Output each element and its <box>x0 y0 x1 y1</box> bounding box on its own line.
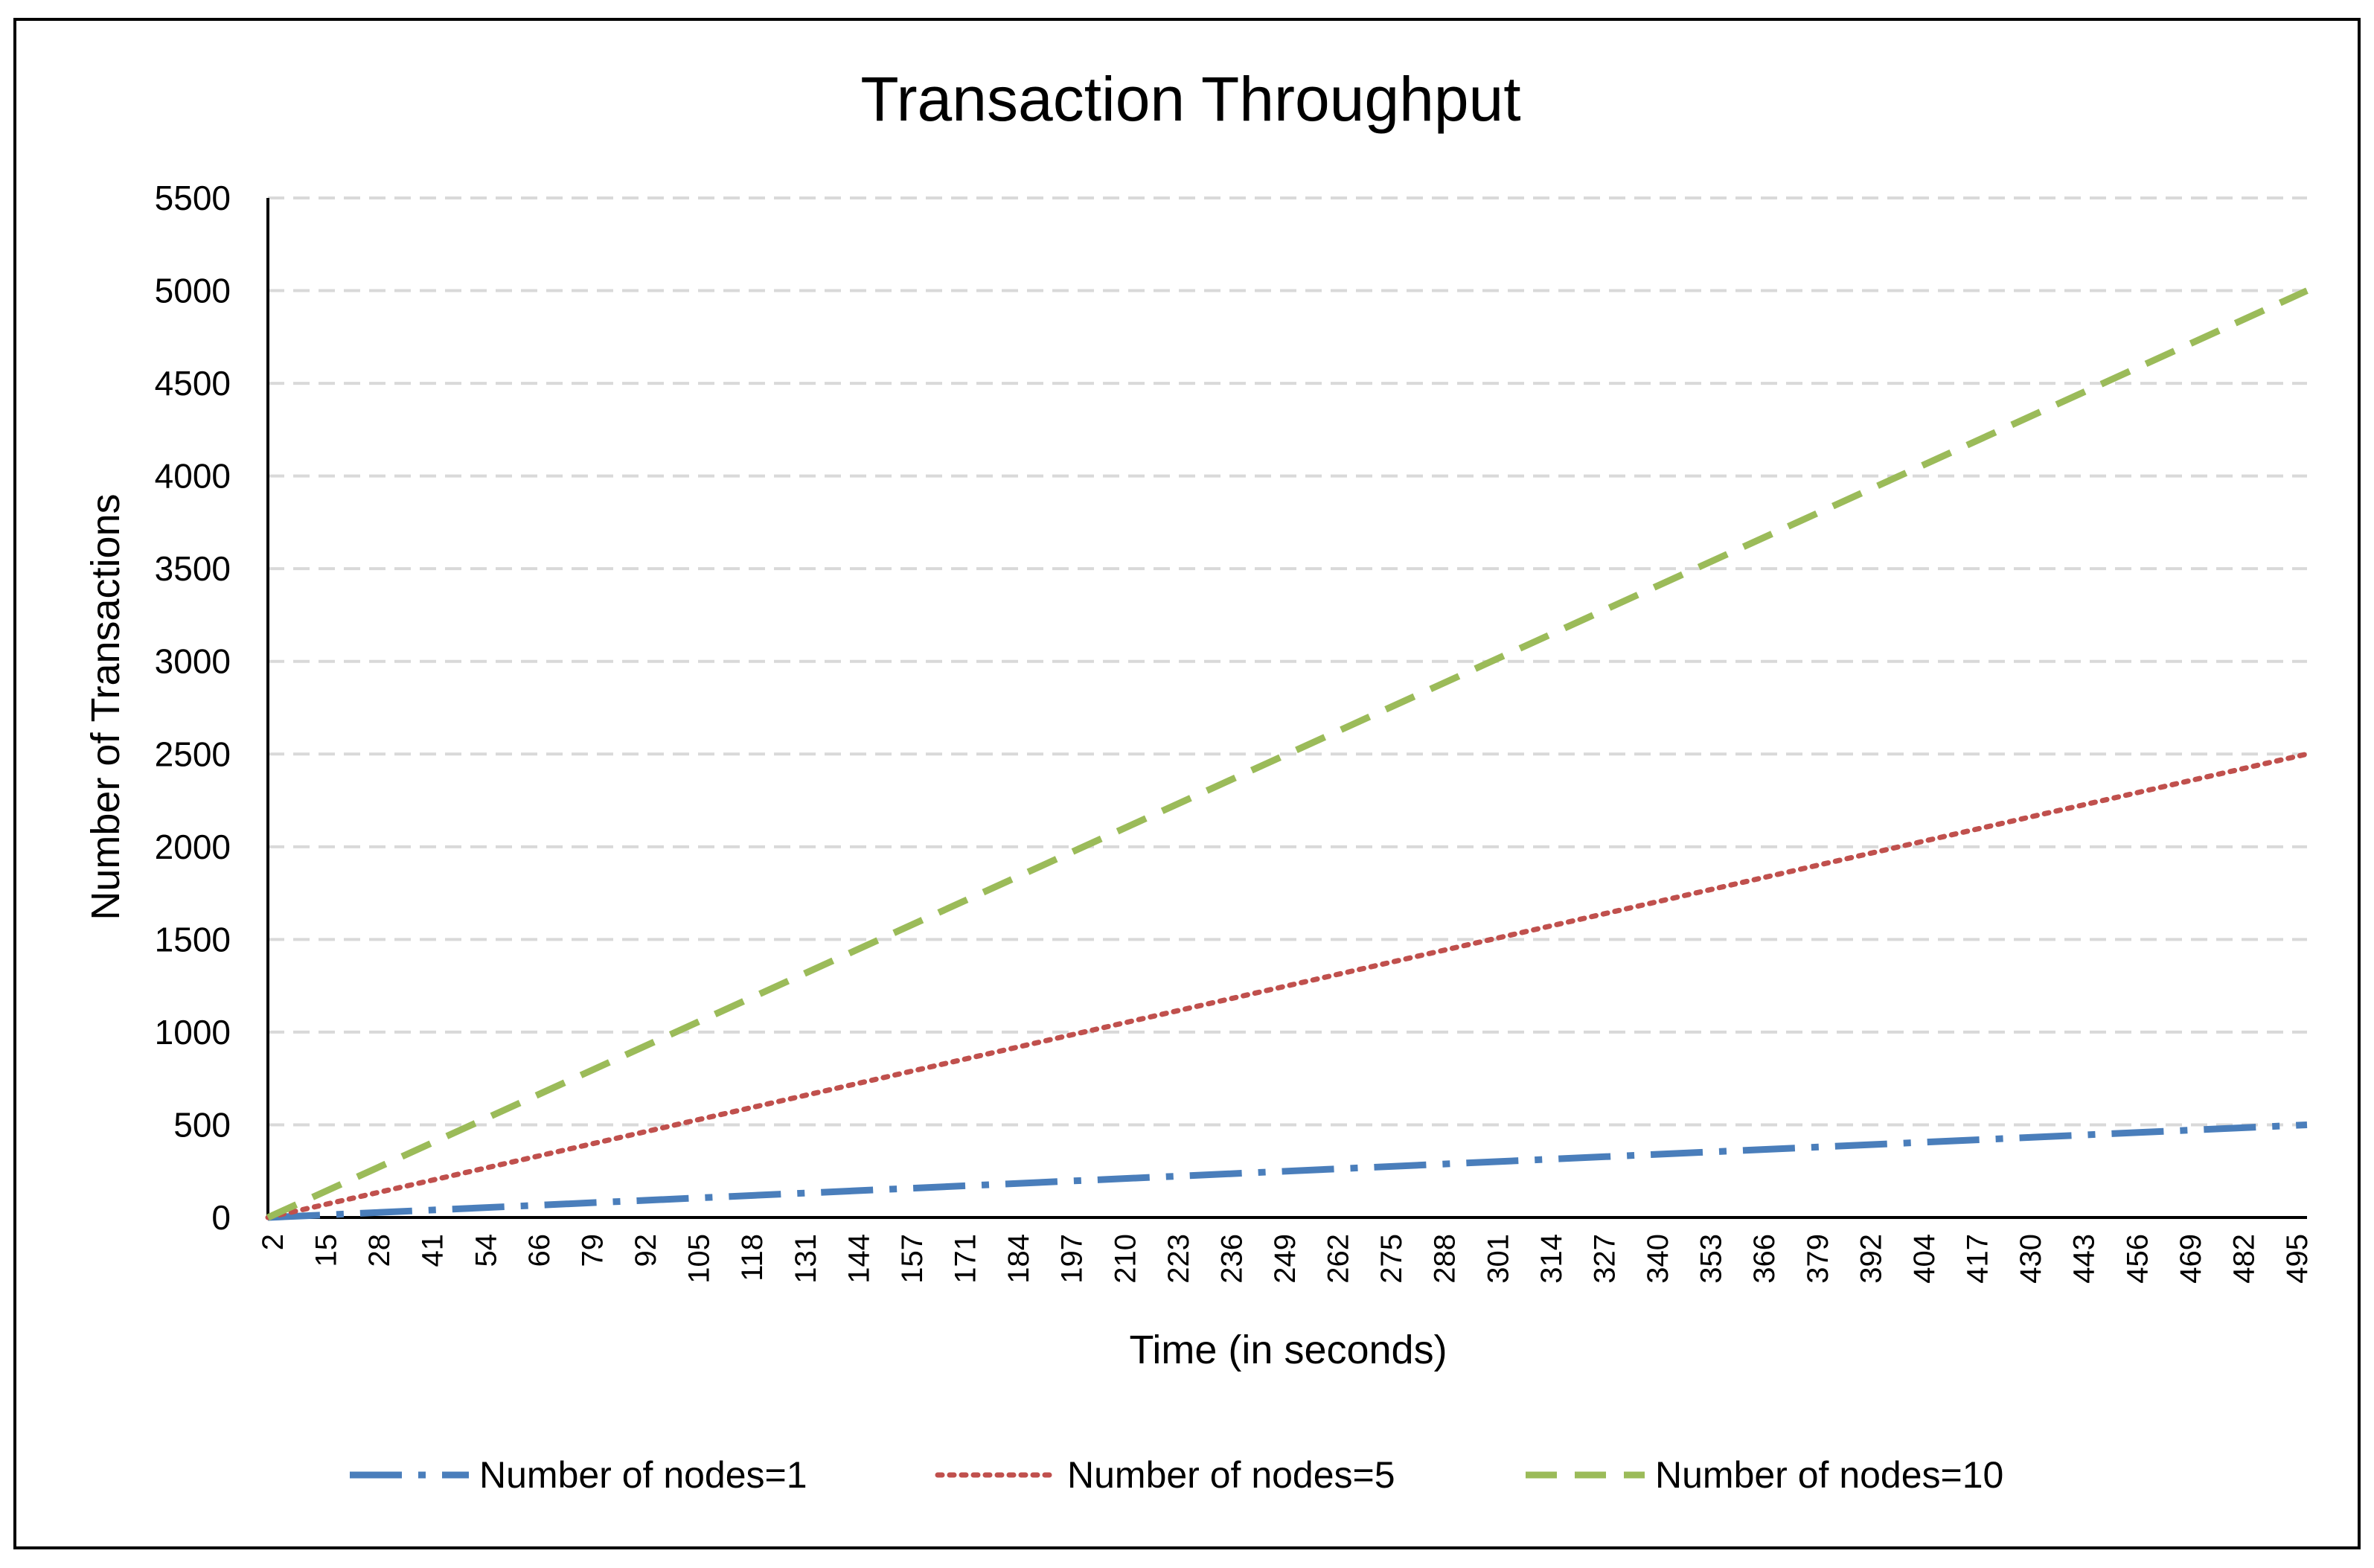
x-tick-label: 469 <box>2175 1234 2207 1284</box>
y-tick-label: 0 <box>211 1198 231 1237</box>
y-axis-tick-labels: 0 500 1000 1500 2000 2500 3000 3500 4000 4500 5000… <box>155 179 231 1237</box>
x-tick-label: 379 <box>1802 1234 1834 1284</box>
y-tick-label: 4000 <box>155 457 231 496</box>
x-tick-label: 340 <box>1642 1234 1674 1284</box>
series-line-number-of-nodes-10 <box>266 287 2309 1221</box>
legend-label-nodes-5: Number of nodes=5 <box>1067 1454 1395 1496</box>
series-lines <box>265 287 2310 1221</box>
x-tick-label: 171 <box>950 1234 982 1284</box>
legend: Number of nodes=1 Number of nodes=5 Numb… <box>350 1454 2003 1496</box>
y-tick-label: 2000 <box>155 828 231 866</box>
x-tick-label: 236 <box>1215 1234 1248 1284</box>
y-tick-label: 4500 <box>155 364 231 403</box>
x-tick-label: 28 <box>363 1234 396 1267</box>
x-tick-label: 41 <box>417 1234 449 1267</box>
x-tick-label: 301 <box>1482 1234 1514 1284</box>
x-tick-label: 417 <box>1962 1234 1994 1284</box>
x-tick-label: 249 <box>1269 1234 1302 1284</box>
x-tick-label: 223 <box>1162 1234 1195 1284</box>
x-tick-label: 66 <box>523 1234 556 1267</box>
y-tick-label: 3500 <box>155 549 231 588</box>
x-tick-label: 456 <box>2121 1234 2154 1284</box>
x-tick-label: 353 <box>1695 1234 1728 1284</box>
x-tick-label: 92 <box>630 1234 662 1267</box>
legend-label-nodes-1: Number of nodes=1 <box>479 1454 807 1496</box>
x-tick-label: 430 <box>2015 1234 2047 1284</box>
y-tick-label: 1000 <box>155 1013 231 1052</box>
y-tick-label: 3000 <box>155 642 231 681</box>
axes <box>266 198 2307 1219</box>
x-tick-label: 288 <box>1429 1234 1462 1284</box>
x-tick-label: 495 <box>2281 1234 2314 1284</box>
x-tick-label: 275 <box>1375 1234 1408 1284</box>
x-tick-label: 144 <box>842 1234 875 1284</box>
y-tick-label: 500 <box>173 1105 231 1144</box>
x-tick-label: 482 <box>2227 1234 2260 1284</box>
x-axis-tick-labels: 2 15 28 41 54 66 79 92 105 118 131 144 157 171 184 197 2… <box>257 1234 2314 1284</box>
x-tick-label: 197 <box>1056 1234 1089 1284</box>
x-tick-label: 314 <box>1535 1234 1568 1284</box>
x-tick-label: 392 <box>1855 1234 1887 1284</box>
x-tick-label: 2 <box>257 1234 289 1250</box>
y-tick-label: 5000 <box>155 272 231 310</box>
x-tick-label: 404 <box>1908 1234 1941 1284</box>
chart-border <box>13 18 2361 1549</box>
x-tick-label: 15 <box>310 1234 343 1267</box>
series-line-number-of-nodes-5 <box>265 751 2310 1220</box>
series-line-number-of-nodes-1 <box>267 1121 2308 1221</box>
y-tick-label: 1500 <box>155 920 231 959</box>
legend-label-nodes-10: Number of nodes=10 <box>1655 1454 2003 1496</box>
y-tick-label: 2500 <box>155 735 231 773</box>
x-tick-label: 105 <box>683 1234 716 1284</box>
gridlines <box>268 196 2307 1127</box>
x-tick-label: 327 <box>1588 1234 1621 1284</box>
x-tick-label: 262 <box>1322 1234 1355 1284</box>
x-tick-label: 184 <box>1002 1234 1035 1284</box>
y-tick-label: 5500 <box>155 179 231 217</box>
x-tick-label: 443 <box>2068 1234 2101 1284</box>
x-tick-label: 210 <box>1109 1234 1142 1284</box>
x-tick-label: 54 <box>470 1234 502 1267</box>
x-tick-label: 366 <box>1748 1234 1781 1284</box>
x-axis-label: Time (in seconds) <box>1129 1328 1447 1372</box>
x-tick-label: 79 <box>576 1234 609 1267</box>
x-tick-label: 157 <box>896 1234 929 1284</box>
x-tick-label: 118 <box>736 1234 769 1281</box>
x-tick-label: 131 <box>790 1234 822 1284</box>
y-axis-label: Number of Transactions <box>83 493 128 920</box>
chart-title: Transaction Throughput <box>860 64 1520 134</box>
